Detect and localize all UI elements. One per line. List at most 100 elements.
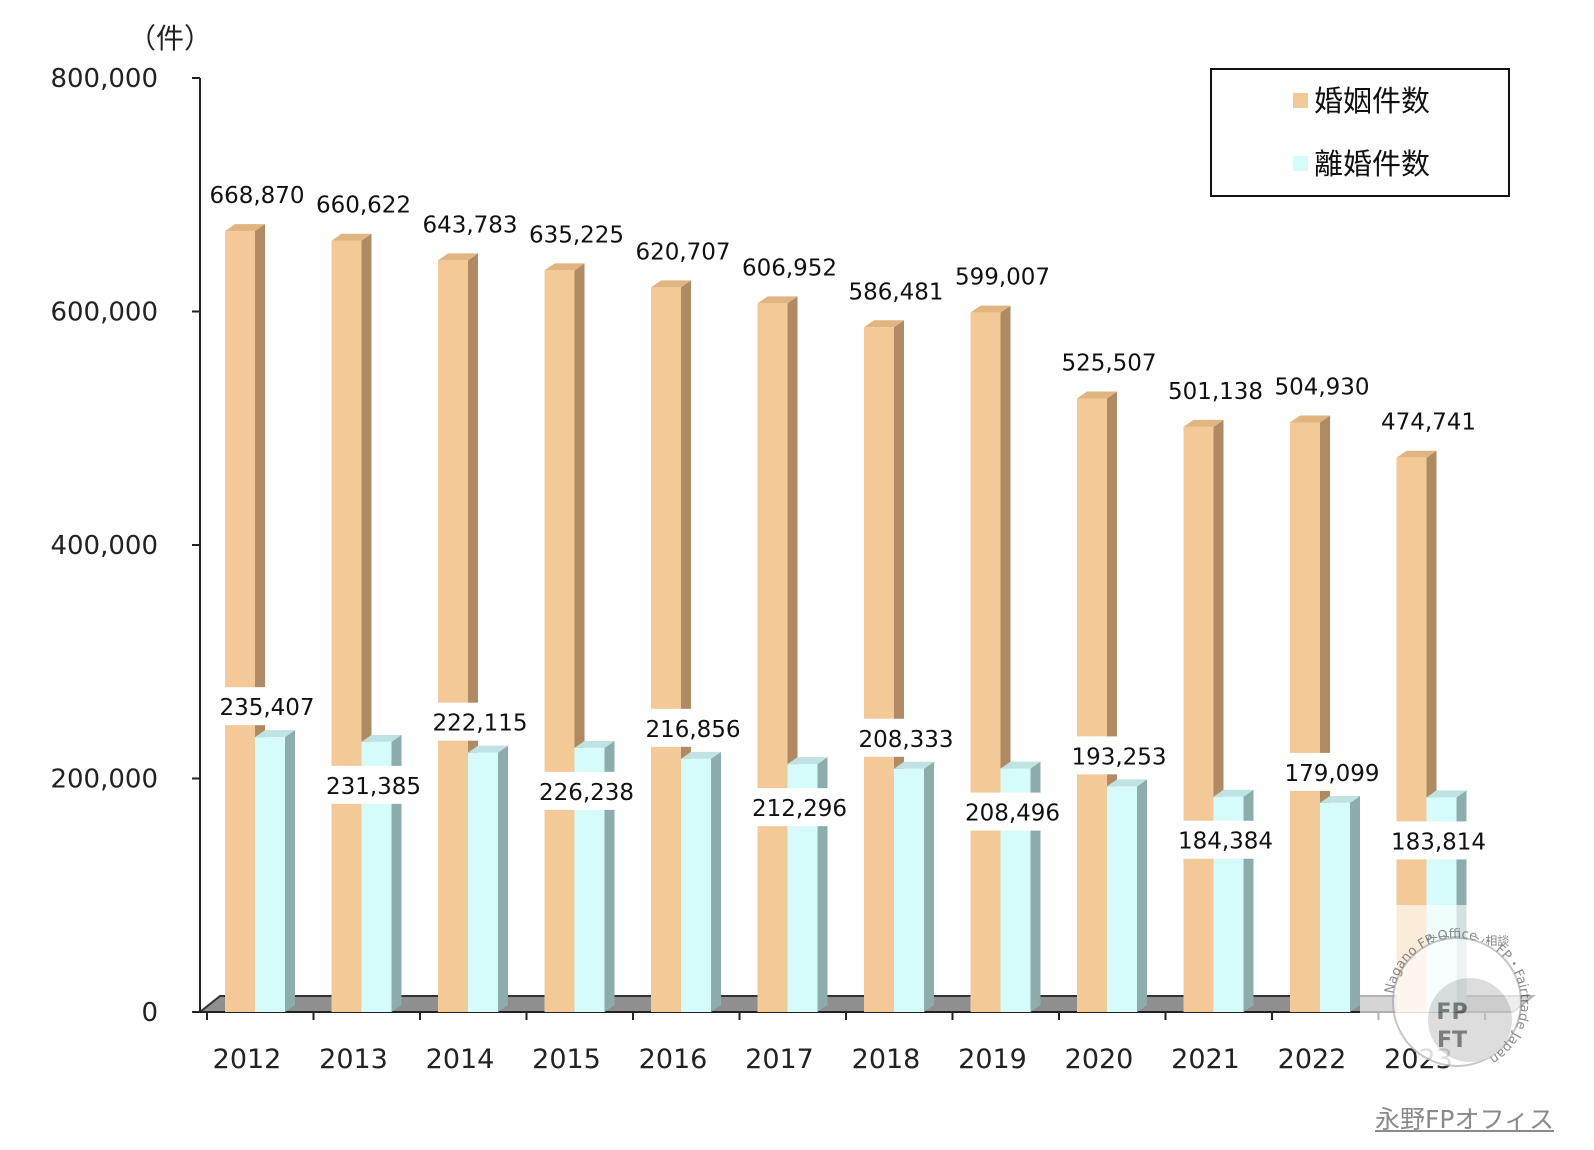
data-label-box-divorce-2021: [1171, 820, 1280, 859]
legend-swatch-divorce: [1293, 156, 1308, 171]
watermark: 住宅ローン相談 Nagano FP Office ・ FP・Fairtrade …: [1360, 905, 1540, 1067]
bar-top-marriage-2013: [331, 233, 372, 241]
y-tick-label: 200,000: [50, 765, 158, 795]
bar-marriage-2020: [1077, 398, 1107, 1012]
bar-top-divorce-2023: [1426, 790, 1467, 798]
bar-marriage-2016: [651, 287, 681, 1012]
data-label-box-divorce-2020: [1065, 736, 1173, 775]
data-label-marriage-2015: 635,225: [529, 222, 624, 248]
bar-marriage-2022: [1290, 422, 1320, 1012]
x-tick-label-2017: 2017: [745, 1044, 814, 1075]
y-tick-label: 800,000: [50, 64, 158, 94]
x-tick-label-2019: 2019: [958, 1044, 1027, 1075]
watermark-logo-top: FP: [1436, 1000, 1467, 1025]
data-label-marriage-2023: 474,741: [1381, 410, 1476, 436]
y-tick-label: 600,000: [50, 298, 158, 328]
data-label-box-divorce-2023: [1384, 821, 1493, 860]
bar-top-marriage-2015: [544, 263, 585, 271]
bar-top-marriage-2023: [1396, 450, 1437, 458]
data-label-divorce-2018: 208,333: [858, 727, 953, 753]
bar-side-divorce-2022: [1350, 795, 1360, 1012]
x-axis-tick-labels: 2012 2013 2014 2015 2016 2017 2018 2019 2020 2021…: [213, 1044, 1453, 1075]
bar-marriage-2012: [225, 231, 255, 1013]
data-label-box-divorce-2022: [1278, 752, 1386, 791]
bar-side-divorce-2016: [711, 751, 721, 1012]
bar-divorce-2022: [1320, 802, 1350, 1012]
bars: [225, 224, 1467, 1013]
data-label-divorce-2023: 183,814: [1391, 829, 1486, 855]
bar-marriage-2013: [331, 240, 362, 1012]
x-tick-label-2018: 2018: [852, 1044, 921, 1075]
bar-top-divorce-2017: [787, 757, 828, 765]
data-label-marriage-2016: 620,707: [635, 239, 730, 265]
bar-divorce-2020: [1107, 786, 1137, 1012]
bar-marriage-2014: [438, 260, 468, 1012]
bar-top-marriage-2018: [864, 320, 904, 328]
bar-side-divorce-2020: [1137, 779, 1147, 1012]
data-label-marriage-2017: 606,952: [742, 255, 837, 281]
x-tick-label-2022: 2022: [1278, 1044, 1347, 1075]
bar-divorce-2014: [468, 752, 498, 1012]
bar-side-divorce-2018: [924, 761, 934, 1012]
data-label-box-divorce-2015: [532, 771, 641, 810]
bar-top-divorce-2013: [361, 734, 402, 742]
credit-link[interactable]: 永野FPオフィス: [1375, 1105, 1554, 1134]
y-tick-label: 400,000: [50, 531, 158, 561]
bar-top-marriage-2022: [1290, 415, 1330, 423]
bar-top-divorce-2021: [1213, 789, 1254, 797]
bar-top-marriage-2014: [438, 253, 478, 261]
legend: 婚姻件数 離婚件数: [1210, 68, 1510, 197]
x-tick-label-2013: 2013: [319, 1044, 388, 1075]
bar-marriage-2015: [544, 270, 575, 1012]
bar-top-divorce-2022: [1320, 795, 1360, 803]
bar-divorce-2018: [894, 768, 924, 1012]
data-label-divorce-2021: 184,384: [1178, 829, 1273, 855]
data-label-marriage-2012: 668,870: [209, 183, 304, 209]
bar-marriage-2017: [757, 303, 788, 1012]
data-label-divorce-2013: 231,385: [326, 774, 421, 800]
bar-side-divorce-2014: [498, 745, 508, 1012]
data-label-marriage-2022: 504,930: [1274, 374, 1369, 400]
data-label-divorce-2012: 235,407: [219, 695, 314, 721]
y-axis-unit-label: （件）: [128, 22, 212, 55]
bar-divorce-2012: [255, 737, 285, 1012]
bar-top-marriage-2021: [1183, 419, 1224, 427]
bar-top-divorce-2018: [894, 761, 934, 769]
x-tick-label-2021: 2021: [1171, 1044, 1240, 1075]
data-labels: 668,870 235,407 660,622 231,385 643,783 222,1…: [209, 183, 1493, 860]
bar-top-marriage-2019: [970, 305, 1011, 313]
bar-top-divorce-2020: [1107, 779, 1147, 787]
bar-top-marriage-2012: [225, 224, 265, 232]
bar-top-marriage-2017: [757, 296, 798, 304]
bar-top-divorce-2016: [681, 751, 721, 759]
bar-top-marriage-2016: [651, 280, 691, 288]
data-label-box-divorce-2018: [852, 718, 960, 757]
data-label-box-divorce-2017: [745, 788, 854, 827]
bar-marriage-2021: [1183, 426, 1214, 1012]
data-label-divorce-2019: 208,496: [965, 801, 1060, 827]
data-label-box-divorce-2013: [319, 765, 428, 804]
watermark-logo-bottom: FT: [1437, 1028, 1467, 1053]
x-tick-label-2020: 2020: [1065, 1044, 1134, 1075]
legend-label-marriage: 婚姻件数: [1314, 84, 1430, 118]
bar-top-divorce-2019: [1000, 761, 1041, 769]
data-label-divorce-2017: 212,296: [752, 796, 847, 822]
data-label-marriage-2021: 501,138: [1168, 379, 1263, 405]
data-label-box-divorce-2019: [958, 792, 1067, 831]
legend-swatch-marriage: [1293, 93, 1308, 108]
x-tick-label-2014: 2014: [426, 1044, 495, 1075]
bar-top-divorce-2012: [255, 730, 295, 738]
data-label-marriage-2013: 660,622: [316, 193, 411, 219]
bar-top-marriage-2020: [1077, 391, 1117, 399]
bar-top-divorce-2015: [574, 740, 615, 748]
data-label-box-divorce-2012: [213, 687, 321, 726]
data-label-marriage-2018: 586,481: [848, 279, 943, 305]
watermark-globe-icon: [1428, 978, 1512, 1062]
bar-side-divorce-2013: [391, 734, 402, 1012]
data-label-divorce-2014: 222,115: [432, 711, 527, 737]
x-tick-label-2015: 2015: [532, 1044, 601, 1075]
bar-side-divorce-2012: [285, 730, 295, 1012]
data-label-divorce-2015: 226,238: [539, 780, 634, 806]
legend-label-divorce: 離婚件数: [1314, 147, 1430, 181]
